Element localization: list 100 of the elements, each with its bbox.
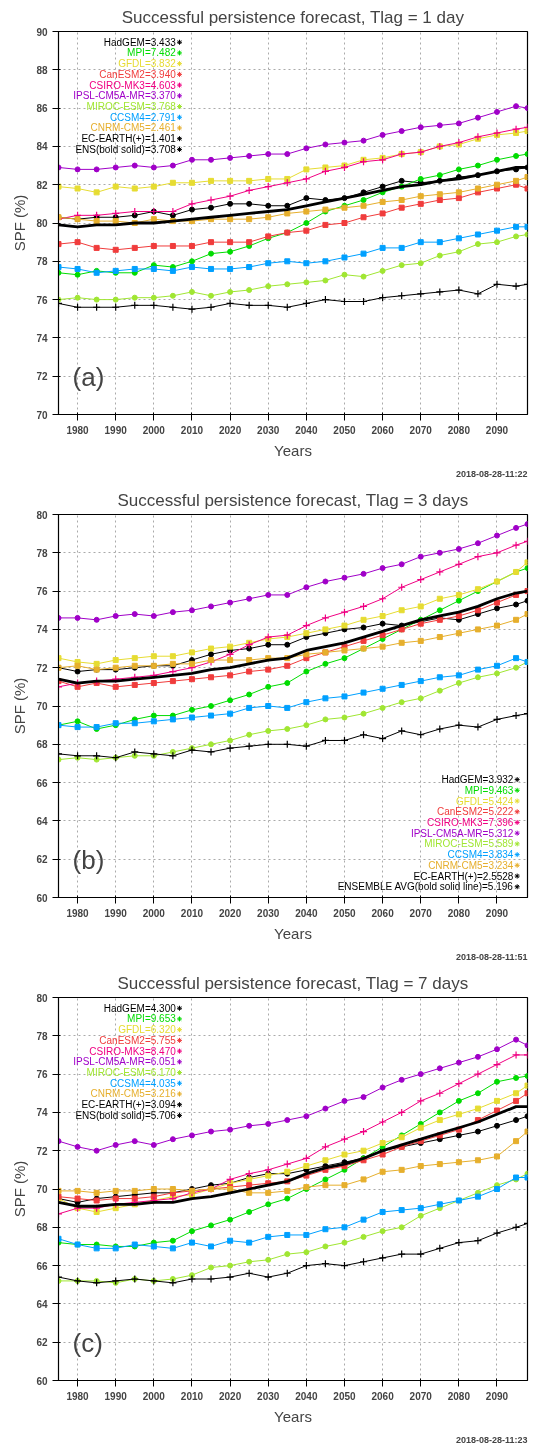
annotation: (b) bbox=[72, 844, 105, 875]
legend-label: CanESM2=5.755 bbox=[99, 1034, 177, 1046]
y-tick-label: 70 bbox=[36, 1184, 48, 1195]
x-tick-label: 2070 bbox=[409, 424, 433, 436]
annotation: (a) bbox=[72, 361, 105, 392]
legend-label: GFDL=3.832 bbox=[118, 58, 177, 70]
y-tick-label: 62 bbox=[36, 1337, 48, 1349]
x-tick-label: 2030 bbox=[257, 907, 280, 919]
x-tick-label: 2010 bbox=[180, 1390, 204, 1402]
y-tick-label: 86 bbox=[36, 103, 48, 115]
x-tick-label: 2030 bbox=[257, 1390, 280, 1402]
legend-label: CSIRO-MK3=8.470 bbox=[89, 1045, 177, 1057]
legend-label: HadGEM=4.300 bbox=[103, 1002, 177, 1014]
y-tick-label: 78 bbox=[36, 547, 48, 559]
x-tick-label: 2050 bbox=[333, 1390, 357, 1402]
x-tick-label: 2000 bbox=[142, 1390, 166, 1402]
legend-label: CCSM4=3.834 bbox=[447, 849, 514, 861]
y-tick-label: 68 bbox=[36, 739, 48, 751]
y-tick-label: 60 bbox=[36, 1375, 48, 1387]
y-tick-label: 64 bbox=[36, 1298, 48, 1310]
y-tick-label: 76 bbox=[36, 586, 48, 598]
legend-label: MIROC-ESM=5.589 bbox=[424, 838, 514, 850]
y-tick-label: 76 bbox=[36, 294, 48, 306]
legend-label: ENSEMBLE AVG(bold solid line)=5.196 bbox=[337, 881, 514, 893]
x-tick-label: 2010 bbox=[180, 907, 204, 919]
annotation: (c) bbox=[72, 1327, 103, 1358]
x-tick-label: 2040 bbox=[295, 1390, 318, 1402]
x-tick-label: 2020 bbox=[218, 424, 242, 436]
legend-label: MIROC-ESM=3.768 bbox=[86, 101, 177, 113]
x-tick-label: 2080 bbox=[447, 1390, 471, 1402]
legend-label: CNRM-CM5=3.216 bbox=[90, 1088, 177, 1100]
x-tick-label: 2040 bbox=[295, 424, 318, 436]
legend-label: EC-EARTH(+)=2.5528 bbox=[413, 870, 514, 882]
legend-label: MIROC-ESM=6.170 bbox=[86, 1067, 177, 1079]
x-tick-label: 2000 bbox=[142, 907, 166, 919]
legend-label: HadGEM=3.433 bbox=[103, 36, 177, 48]
x-tick-label: 2070 bbox=[409, 907, 433, 919]
legend-label: CSIRO-MK3=4.603 bbox=[89, 79, 177, 91]
x-tick-label: 1990 bbox=[104, 424, 128, 436]
y-axis-title: SPF (%) bbox=[11, 194, 29, 252]
x-tick-label: 1980 bbox=[66, 907, 90, 919]
y-tick-label: 76 bbox=[36, 1069, 48, 1081]
y-tick-label: 68 bbox=[36, 1222, 48, 1234]
y-tick-label: 84 bbox=[36, 141, 48, 153]
y-tick-label: 72 bbox=[36, 1145, 48, 1157]
y-tick-label: 78 bbox=[36, 256, 48, 268]
text: 2018-08-28-11:51 bbox=[455, 951, 528, 962]
y-tick-label: 66 bbox=[36, 1260, 48, 1272]
x-tick-label: 2050 bbox=[333, 907, 357, 919]
y-tick-label: 72 bbox=[36, 371, 48, 383]
x-tick-label: 2090 bbox=[485, 907, 509, 919]
legend-label: HadGEM=3.932 bbox=[441, 774, 514, 786]
x-tick-label: 2080 bbox=[447, 907, 471, 919]
legend-label: IPSL-CM5A-MR=3.370 bbox=[73, 90, 177, 102]
legend-label: ENS(bold solid)=3.708 bbox=[75, 143, 177, 155]
x-tick-label: 2060 bbox=[371, 1390, 395, 1402]
legend-label: EC-EARTH(+)=1.401 bbox=[81, 133, 177, 145]
legend-label: CCSM4=2.791 bbox=[109, 111, 177, 123]
text: 2018-08-28-11:22 bbox=[455, 468, 528, 479]
y-tick-label: 82 bbox=[36, 179, 48, 191]
y-tick-label: 90 bbox=[36, 26, 48, 38]
x-tick-label: 1980 bbox=[66, 424, 90, 436]
y-axis-title: SPF (%) bbox=[11, 1160, 29, 1218]
x-tick-label: 2090 bbox=[485, 1390, 509, 1402]
y-tick-label: 80 bbox=[36, 509, 48, 521]
y-tick-label: 74 bbox=[36, 332, 48, 344]
legend-label: IPSL-CM5A-MR=6.051 bbox=[73, 1056, 177, 1068]
legend-label: IPSL-CM5A-MR=5.312 bbox=[410, 827, 514, 839]
y-tick-label: 70 bbox=[36, 409, 48, 421]
x-tick-label: 1980 bbox=[66, 1390, 90, 1402]
chart-title: Successful persistence forecast, Tlag = 1 day bbox=[121, 7, 465, 27]
legend-label: GFDL=5.424 bbox=[455, 795, 514, 807]
x-tick-label: 2060 bbox=[371, 907, 395, 919]
y-tick-label: 60 bbox=[36, 892, 48, 904]
y-tick-label: 62 bbox=[36, 854, 48, 866]
y-tick-label: 66 bbox=[36, 777, 48, 789]
x-tick-label: 2030 bbox=[257, 424, 280, 436]
y-tick-label: 74 bbox=[36, 624, 48, 636]
x-tick-label: 1990 bbox=[104, 907, 128, 919]
y-tick-label: 74 bbox=[36, 1107, 48, 1119]
x-tick-label: 2020 bbox=[218, 1390, 242, 1402]
legend-label: CSIRO-MK3=7.396 bbox=[427, 816, 514, 828]
legend-label: MPI=9.653 bbox=[127, 1013, 177, 1025]
legend-label: CanESM2=3.940 bbox=[99, 68, 177, 80]
x-axis-title: Years bbox=[274, 1407, 312, 1425]
y-tick-label: 70 bbox=[36, 701, 48, 712]
chart-title: Successful persistence forecast, Tlag = 3 days bbox=[117, 490, 469, 510]
y-axis-title: SPF (%) bbox=[11, 677, 29, 735]
legend-label: EC-EARTH(+)=3.094 bbox=[81, 1099, 177, 1111]
legend-label: MPI=7.482 bbox=[127, 47, 177, 59]
y-tick-label: 78 bbox=[36, 1030, 48, 1042]
x-axis-title: Years bbox=[274, 924, 312, 942]
legend-label: MPI=9.463 bbox=[464, 784, 514, 796]
x-tick-label: 1990 bbox=[104, 1390, 128, 1402]
x-tick-label: 2000 bbox=[142, 424, 166, 436]
x-tick-label: 2020 bbox=[218, 907, 242, 919]
x-axis-title: Years bbox=[274, 441, 312, 459]
y-tick-label: 80 bbox=[36, 992, 48, 1004]
x-tick-label: 2090 bbox=[485, 424, 509, 436]
x-tick-label: 2010 bbox=[180, 424, 204, 436]
